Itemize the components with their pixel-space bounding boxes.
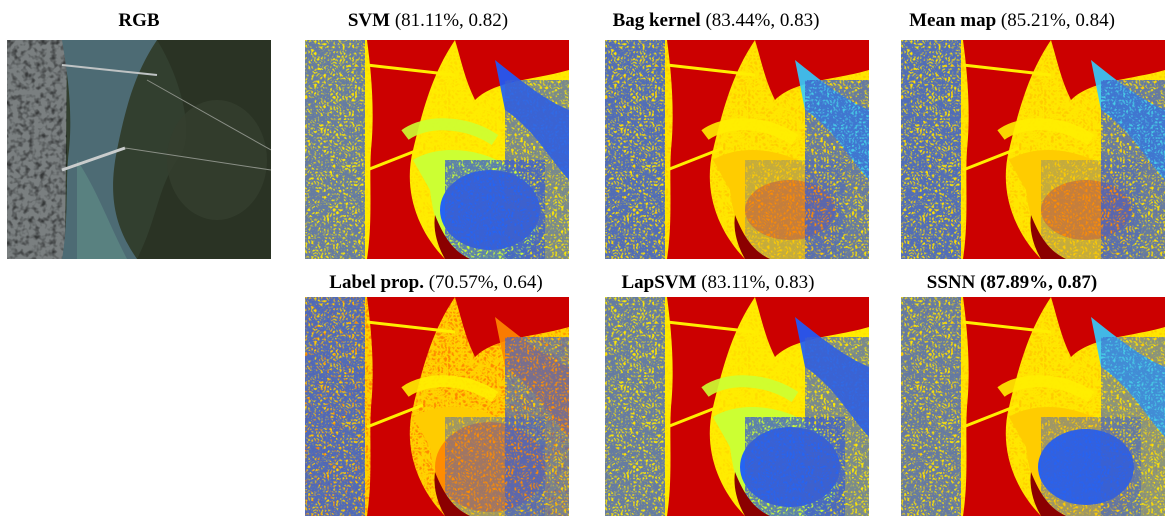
- caption-svm-title: SVM: [347, 10, 391, 31]
- mean-map-map: [901, 40, 1165, 259]
- caption-labelprop-stats: (70.57%, 0.64): [428, 272, 543, 293]
- bag-kernel-map: [605, 40, 869, 259]
- caption-mean-map: Mean map (85.21%, 0.84): [909, 10, 1115, 32]
- caption-bag-stats: (83.44%, 0.83): [705, 10, 820, 31]
- caption-lapsvm-title: LapSVM: [621, 272, 697, 293]
- caption-meanmap-title: Mean map: [909, 10, 997, 31]
- caption-rgb: RGB: [118, 10, 159, 32]
- caption-meanmap-stats: (85.21%, 0.84): [1000, 10, 1115, 31]
- caption-bag-title: Bag kernel: [612, 10, 701, 31]
- caption-labelprop-title: Label prop.: [329, 272, 424, 293]
- caption-lapsvm: LapSVM (83.11%, 0.83): [622, 272, 815, 294]
- caption-svm: SVM (81.11%, 0.82): [348, 10, 508, 32]
- caption-ssnn-title: SSNN: [926, 272, 976, 293]
- caption-rgb-title: RGB: [118, 10, 160, 31]
- ssnn-map: [901, 297, 1165, 516]
- svm-map: [305, 40, 569, 259]
- label-prop-map: [305, 297, 569, 516]
- caption-ssnn-stats: (87.89%, 0.87): [980, 272, 1098, 293]
- caption-bag-kernel: Bag kernel (83.44%, 0.83): [613, 10, 820, 32]
- lapsvm-map: [605, 297, 869, 516]
- rgb-satellite-image: [7, 40, 271, 259]
- caption-ssnn: SSNN (87.89%, 0.87): [927, 272, 1097, 294]
- caption-label-prop: Label prop. (70.57%, 0.64): [329, 272, 542, 294]
- caption-svm-stats: (81.11%, 0.82): [394, 10, 509, 31]
- caption-lapsvm-stats: (83.11%, 0.83): [701, 272, 815, 293]
